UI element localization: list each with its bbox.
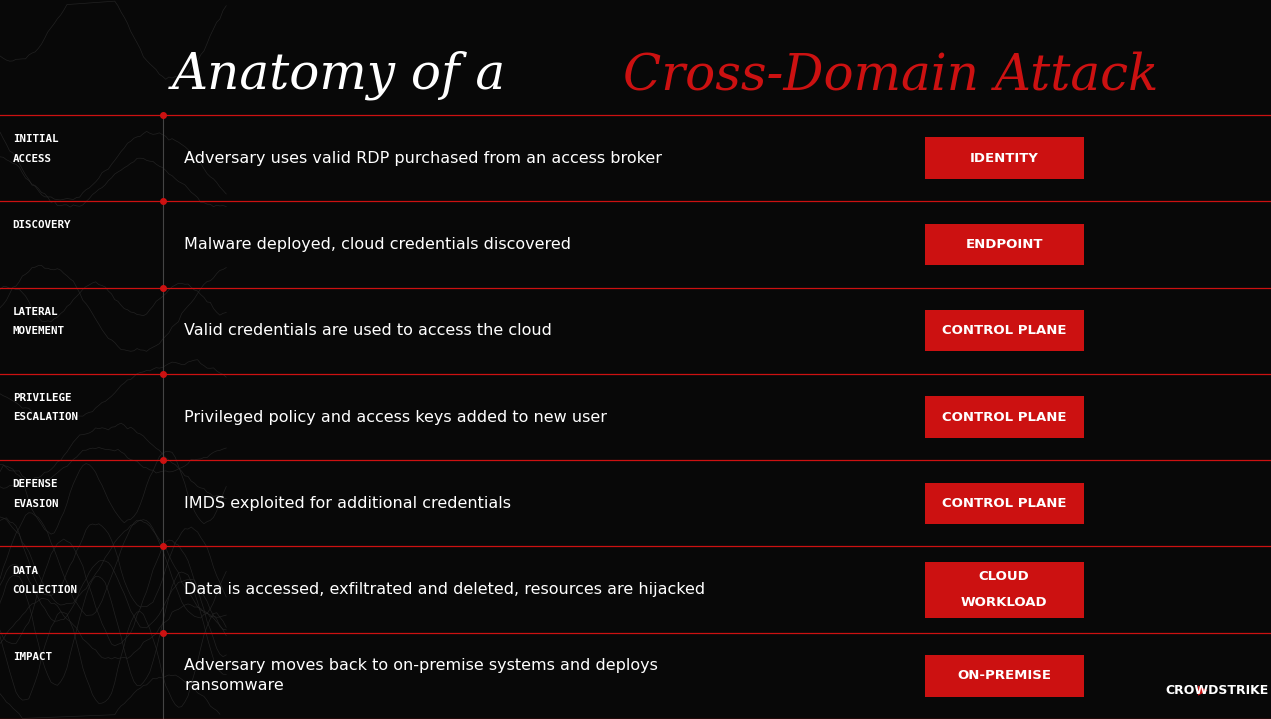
Text: EVASION: EVASION xyxy=(13,499,58,509)
Text: CONTROL PLANE: CONTROL PLANE xyxy=(942,497,1066,510)
Text: Data is accessed, exfiltrated and deleted, resources are hijacked: Data is accessed, exfiltrated and delete… xyxy=(184,582,705,597)
FancyBboxPatch shape xyxy=(925,224,1084,265)
FancyBboxPatch shape xyxy=(925,396,1084,438)
Text: IMPACT: IMPACT xyxy=(13,652,52,662)
Text: Privileged policy and access keys added to new user: Privileged policy and access keys added … xyxy=(184,410,608,424)
Text: IMDS exploited for additional credentials: IMDS exploited for additional credential… xyxy=(184,496,511,510)
Text: DEFENSE: DEFENSE xyxy=(13,480,58,490)
Text: INITIAL: INITIAL xyxy=(13,134,58,145)
Text: COLLECTION: COLLECTION xyxy=(13,585,78,595)
Text: ON-PREMISE: ON-PREMISE xyxy=(957,669,1051,682)
Text: ENDPOINT: ENDPOINT xyxy=(966,238,1042,251)
Text: ESCALATION: ESCALATION xyxy=(13,413,78,423)
Text: Adversary uses valid RDP purchased from an access broker: Adversary uses valid RDP purchased from … xyxy=(184,151,662,165)
Text: CROWDSTRIKE: CROWDSTRIKE xyxy=(1166,684,1268,697)
Text: ACCESS: ACCESS xyxy=(13,154,52,164)
Text: CONTROL PLANE: CONTROL PLANE xyxy=(942,411,1066,423)
Text: DATA: DATA xyxy=(13,566,38,576)
FancyBboxPatch shape xyxy=(925,655,1084,697)
FancyBboxPatch shape xyxy=(925,562,1084,618)
Text: CLOUD: CLOUD xyxy=(979,570,1030,583)
FancyBboxPatch shape xyxy=(925,137,1084,179)
Text: IDENTITY: IDENTITY xyxy=(970,152,1038,165)
Text: Malware deployed, cloud credentials discovered: Malware deployed, cloud credentials disc… xyxy=(184,237,571,252)
Text: LATERAL: LATERAL xyxy=(13,307,58,317)
Text: DISCOVERY: DISCOVERY xyxy=(13,221,71,231)
FancyBboxPatch shape xyxy=(925,482,1084,524)
Text: PRIVILEGE: PRIVILEGE xyxy=(13,393,71,403)
Text: Valid credentials are used to access the cloud: Valid credentials are used to access the… xyxy=(184,324,552,338)
Text: MOVEMENT: MOVEMENT xyxy=(13,326,65,336)
Text: CONTROL PLANE: CONTROL PLANE xyxy=(942,324,1066,337)
Text: WORKLOAD: WORKLOAD xyxy=(961,596,1047,609)
FancyBboxPatch shape xyxy=(925,310,1084,352)
Text: Adversary moves back to on-premise systems and deploys
ransomware: Adversary moves back to on-premise syste… xyxy=(184,659,658,693)
Text: ▶: ▶ xyxy=(1197,684,1207,697)
Text: Cross-Domain Attack: Cross-Domain Attack xyxy=(623,51,1159,100)
Text: Anatomy of a: Anatomy of a xyxy=(172,51,521,100)
